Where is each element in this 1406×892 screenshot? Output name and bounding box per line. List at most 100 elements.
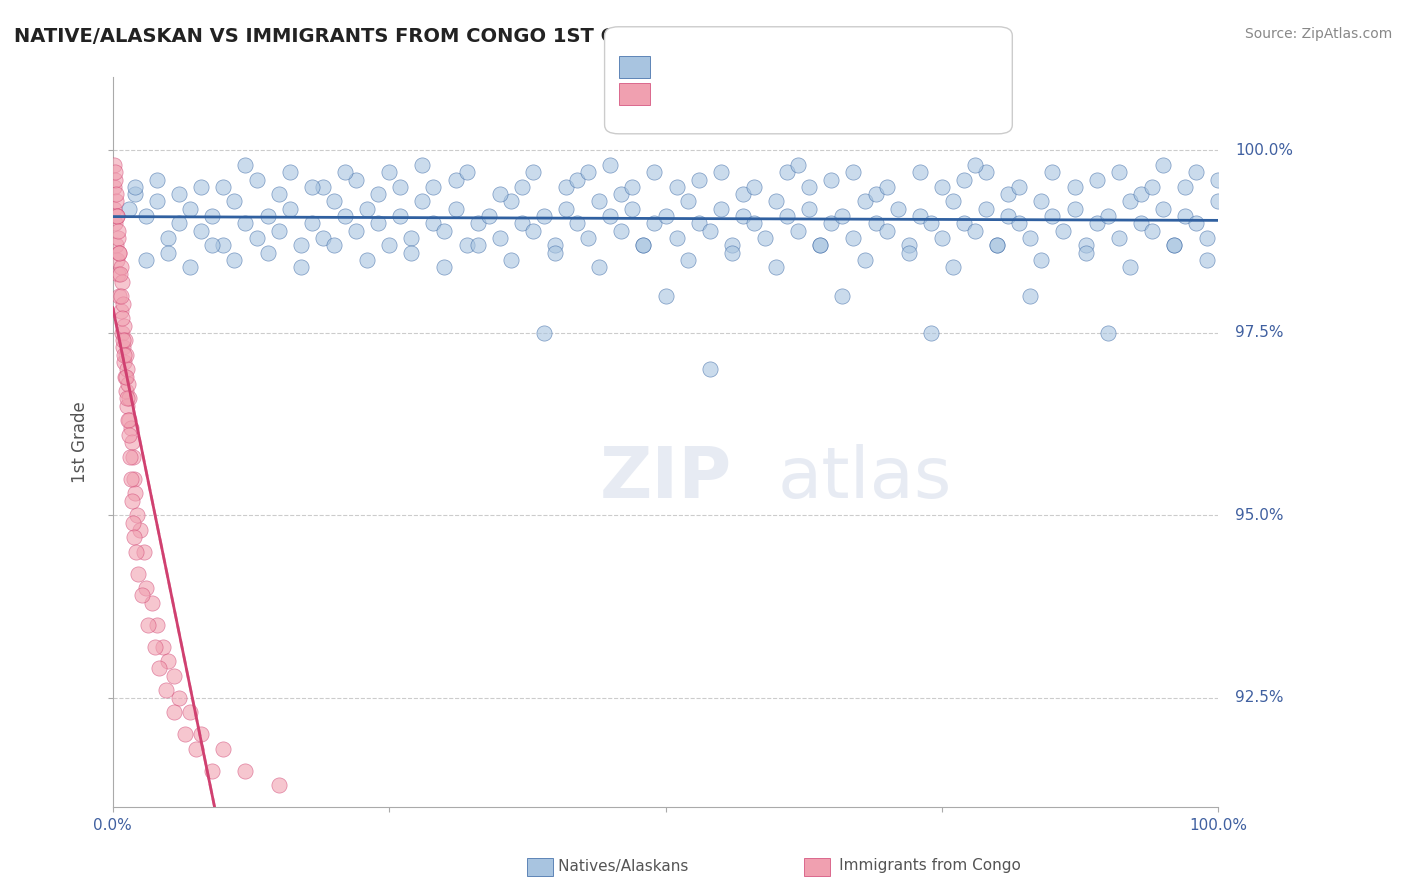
- Point: [633, 238, 655, 252]
- Point: [224, 194, 246, 209]
- Point: [576, 231, 599, 245]
- Point: [544, 238, 567, 252]
- Point: [344, 172, 367, 186]
- Point: [111, 311, 134, 326]
- Point: [115, 392, 138, 406]
- Point: [108, 245, 131, 260]
- Point: [105, 194, 128, 209]
- Point: [389, 180, 412, 194]
- Point: [1174, 180, 1197, 194]
- Point: [115, 384, 138, 399]
- Point: [433, 224, 456, 238]
- Point: [997, 187, 1019, 202]
- Point: [235, 764, 257, 778]
- Point: [290, 238, 312, 252]
- Point: [124, 180, 146, 194]
- Point: [267, 187, 290, 202]
- Point: [1185, 165, 1208, 179]
- Point: [510, 216, 533, 230]
- Point: [256, 245, 278, 260]
- Text: 197: 197: [858, 58, 893, 76]
- Point: [920, 326, 942, 340]
- Point: [235, 216, 257, 230]
- Point: [107, 268, 129, 282]
- Point: [588, 260, 610, 274]
- Point: [1008, 216, 1031, 230]
- Point: [323, 238, 346, 252]
- Point: [533, 326, 555, 340]
- Point: [865, 187, 887, 202]
- Point: [267, 778, 290, 792]
- Point: [111, 296, 134, 310]
- Point: [110, 289, 132, 303]
- Point: [104, 216, 127, 230]
- Text: R =: R =: [654, 85, 685, 103]
- Text: NATIVE/ALASKAN VS IMMIGRANTS FROM CONGO 1ST GRADE CORRELATION CHART: NATIVE/ALASKAN VS IMMIGRANTS FROM CONGO …: [14, 27, 917, 45]
- Y-axis label: 1st Grade: 1st Grade: [72, 401, 89, 483]
- Point: [831, 289, 853, 303]
- Point: [267, 224, 290, 238]
- Text: 100.0%: 100.0%: [1189, 818, 1247, 833]
- Point: [1031, 194, 1053, 209]
- Point: [799, 180, 821, 194]
- Point: [1042, 165, 1064, 179]
- Point: [699, 224, 721, 238]
- Point: [135, 209, 157, 223]
- Text: ZIP: ZIP: [599, 444, 731, 513]
- Point: [931, 180, 953, 194]
- Point: [831, 209, 853, 223]
- Point: [141, 596, 163, 610]
- Point: [110, 260, 132, 274]
- Point: [1085, 216, 1108, 230]
- Point: [1063, 202, 1085, 216]
- Text: 80: 80: [858, 85, 880, 103]
- Point: [688, 216, 710, 230]
- Point: [323, 194, 346, 209]
- Point: [115, 362, 138, 376]
- Point: [610, 187, 633, 202]
- Point: [163, 705, 186, 719]
- Point: [114, 333, 136, 347]
- Point: [986, 238, 1008, 252]
- Point: [522, 224, 544, 238]
- Point: [111, 340, 134, 354]
- Point: [179, 705, 201, 719]
- Point: [1008, 180, 1031, 194]
- Point: [190, 180, 212, 194]
- Point: [1108, 165, 1130, 179]
- Point: [808, 238, 831, 252]
- Point: [676, 252, 699, 267]
- Point: [105, 209, 128, 223]
- Point: [132, 545, 155, 559]
- Point: [1097, 209, 1119, 223]
- Point: [633, 238, 655, 252]
- Point: [499, 252, 522, 267]
- Point: [179, 202, 201, 216]
- Point: [754, 231, 776, 245]
- Point: [1074, 245, 1097, 260]
- Point: [808, 238, 831, 252]
- Text: N =: N =: [808, 85, 839, 103]
- Point: [367, 187, 389, 202]
- Point: [301, 180, 323, 194]
- Text: 0.0%: 0.0%: [93, 818, 132, 833]
- Point: [122, 516, 145, 530]
- Point: [112, 318, 135, 333]
- Point: [456, 238, 478, 252]
- Point: [1152, 202, 1174, 216]
- Point: [278, 202, 301, 216]
- Point: [986, 238, 1008, 252]
- Point: [411, 194, 433, 209]
- Point: [665, 180, 688, 194]
- Text: 95.0%: 95.0%: [1234, 508, 1284, 523]
- Point: [599, 158, 621, 172]
- Point: [212, 238, 235, 252]
- Point: [931, 231, 953, 245]
- Point: [146, 172, 169, 186]
- Point: [117, 413, 139, 427]
- Point: [124, 530, 146, 544]
- Point: [1031, 252, 1053, 267]
- Point: [1206, 194, 1229, 209]
- Point: [235, 158, 257, 172]
- Point: [107, 224, 129, 238]
